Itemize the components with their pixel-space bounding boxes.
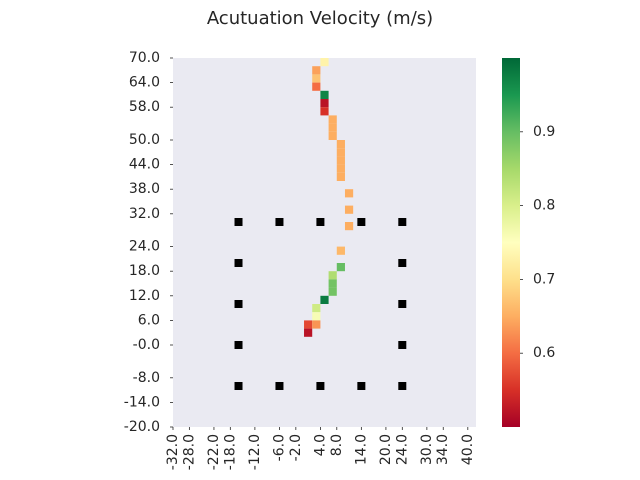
marker-point [398,300,407,308]
heatmap-cell [312,74,321,83]
heatmap-cell [336,156,345,165]
plot-area [173,58,476,427]
heatmap-cell [336,263,345,272]
x-tick-label: 14.0 [353,434,369,465]
heatmap-cell [344,222,354,231]
marker-point [275,218,284,226]
x-tick-label: -2.0 [288,434,304,461]
marker-point [234,259,243,267]
colorbar-ticks: 0.6 0.7 0.8 0.9 [520,124,555,361]
heatmap-cell [328,131,337,140]
heatmap-cell [344,189,354,198]
x-tick-label: 40.0 [460,434,476,465]
colorbar-tick-label: 0.9 [533,124,555,140]
y-tick-label: 58.0 [129,99,160,115]
marker-point [275,382,284,390]
marker-points [234,218,407,390]
heatmap-cell [312,82,321,91]
colorbar [502,58,520,427]
heatmap-cell [328,123,337,132]
marker-point [234,300,243,308]
heatmap-cell [328,115,337,124]
y-tick-label: -20.0 [124,419,160,435]
heatmap-cell [336,164,345,173]
heatmap-cell [336,148,345,157]
y-tick-label: 64.0 [129,75,160,91]
heatmap-cell [320,90,329,99]
heatmap-cell [312,304,321,313]
x-tick-label: 24.0 [394,434,410,465]
marker-point [398,341,407,349]
x-tick-label: -32.0 [165,434,181,470]
heatmap-cell [320,58,329,67]
marker-point [398,259,407,267]
heatmap-cell [328,279,337,288]
marker-point [234,218,243,226]
heatmap-cell [336,246,345,255]
heatmap-cell [312,320,321,329]
y-axis-ticks: 70.0 64.0 58.0 50.0 44.0 38.0 32.0 24.0 18.0 12.0… [124,50,173,435]
colorbar-tick-label: 0.8 [533,198,555,214]
y-tick-label: -8.0 [133,370,160,386]
marker-point [398,218,407,226]
heatmap-cell [320,295,329,304]
heatmap-cell [304,328,313,337]
heatmap-cell [336,140,345,149]
x-tick-label: -18.0 [222,434,238,470]
x-tick-label: 34.0 [435,434,451,465]
heatmap-cell [328,271,337,280]
x-tick-label: 20.0 [378,434,394,465]
y-tick-label: 18.0 [129,263,160,279]
y-tick-label: 50.0 [129,132,160,148]
heatmap-cell [344,205,354,214]
heatmap-cell [328,287,337,296]
heatmap-cells [304,58,354,337]
marker-point [398,382,407,390]
x-tick-label: -12.0 [247,434,263,470]
x-tick-label: -6.0 [271,434,287,461]
heatmap-cell [312,312,321,321]
y-tick-label: 32.0 [129,206,160,222]
x-axis-ticks: -32.0 -28.0 -22.0 -18.0 -12.0 -6.0 -2.0 4.0 8.0 1… [165,427,476,470]
heatmap-cell [320,99,329,108]
heatmap-cell [304,320,313,329]
marker-point [316,218,325,226]
colorbar-tick-label: 0.7 [533,271,555,287]
x-tick-label: -22.0 [206,434,222,470]
x-tick-label: 8.0 [329,434,345,456]
y-tick-label: 38.0 [129,181,160,197]
chart-title: Acutuation Velocity (m/s) [207,8,433,29]
x-tick-label: 4.0 [312,434,328,456]
x-tick-label: -28.0 [181,434,197,470]
marker-point [234,341,243,349]
colorbar-tick-label: 0.6 [533,345,555,361]
marker-point [316,382,325,390]
marker-point [357,382,366,390]
y-tick-label: 6.0 [138,312,160,328]
heatmap-cell [320,107,329,116]
y-tick-label: -0.0 [133,337,160,353]
heatmap-cell [336,172,345,181]
marker-point [234,382,243,390]
marker-point [357,218,366,226]
y-tick-label: -14.0 [124,394,160,410]
y-tick-label: 24.0 [129,239,160,255]
heatmap-cell [312,66,321,75]
y-tick-label: 12.0 [129,288,160,304]
x-tick-label: 30.0 [419,434,435,465]
y-tick-label: 70.0 [129,50,160,66]
y-tick-label: 44.0 [129,157,160,173]
